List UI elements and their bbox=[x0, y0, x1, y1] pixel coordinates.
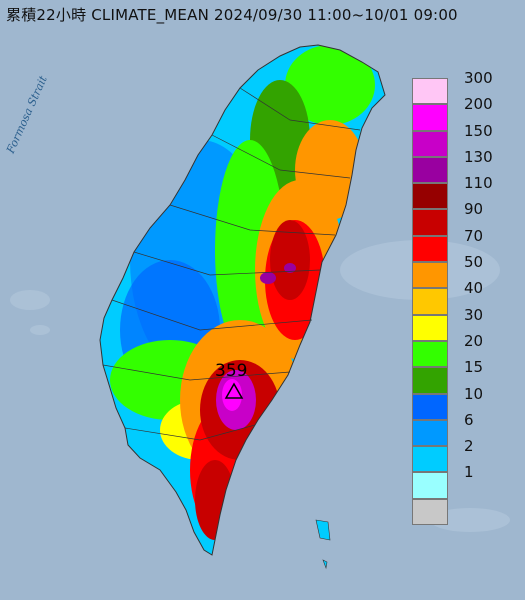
legend-swatch bbox=[412, 472, 448, 499]
legend-row: 90 bbox=[412, 200, 512, 236]
legend-row: 40 bbox=[412, 279, 512, 315]
legend-label: 40 bbox=[464, 279, 484, 298]
legend-row: 50 bbox=[412, 253, 512, 289]
legend-swatch bbox=[412, 130, 448, 157]
legend-row: 10 bbox=[412, 385, 512, 420]
legend-label: 6 bbox=[464, 410, 474, 429]
legend-row: 15 bbox=[412, 358, 512, 394]
legend-label: 70 bbox=[464, 226, 484, 245]
legend-row: 300 bbox=[412, 69, 512, 105]
legend-row: 30 bbox=[412, 306, 512, 341]
legend-swatch bbox=[412, 446, 448, 473]
legend-swatch bbox=[412, 314, 448, 341]
legend-row: 20 bbox=[412, 332, 512, 368]
legend-label: 200 bbox=[464, 95, 493, 114]
legend-label: 2 bbox=[464, 437, 474, 456]
legend-row: 130 bbox=[412, 148, 512, 184]
legend-swatch bbox=[412, 156, 448, 184]
legend-label: 90 bbox=[464, 200, 484, 219]
legend-label: 300 bbox=[464, 69, 493, 87]
legend-row: 6 bbox=[412, 411, 512, 447]
max-value: 359 bbox=[215, 361, 247, 381]
legend-swatch bbox=[412, 340, 448, 368]
legend-swatch bbox=[412, 419, 448, 447]
legend-row: 110 bbox=[412, 174, 512, 210]
legend-label: 10 bbox=[464, 384, 484, 403]
legend-row: 1 bbox=[412, 463, 512, 499]
legend-label: 50 bbox=[464, 253, 484, 272]
legend-label: 30 bbox=[464, 305, 484, 324]
legend-label: 15 bbox=[464, 358, 484, 377]
legend-label: 110 bbox=[464, 174, 493, 193]
rainfall-legend: 300 200 150 130 110 90 70 50 40 30 20 15 10 6 2 1 bbox=[412, 69, 512, 526]
legend-swatch bbox=[412, 235, 448, 263]
legend-swatch bbox=[412, 288, 448, 315]
map-title: 累積22小時 CLIMATE_MEAN 2024/09/30 11:00~10/… bbox=[6, 6, 458, 24]
legend-swatch bbox=[412, 393, 448, 420]
legend-label: 150 bbox=[464, 121, 493, 140]
legend-swatch bbox=[412, 104, 448, 131]
legend-swatch bbox=[412, 498, 448, 526]
legend-row: 200 bbox=[412, 95, 512, 131]
legend-row: 150 bbox=[412, 122, 512, 157]
legend-row: 2 bbox=[412, 437, 512, 473]
legend-swatch bbox=[412, 78, 448, 105]
max-rainfall-marker: 359 bbox=[215, 361, 247, 399]
legend-label: 1 bbox=[464, 463, 474, 482]
legend-swatch bbox=[412, 367, 448, 394]
legend-label: 130 bbox=[464, 147, 493, 166]
legend-swatch bbox=[412, 262, 448, 289]
offshore-islands bbox=[315, 519, 331, 570]
legend-swatch bbox=[412, 209, 448, 236]
max-triangle-icon bbox=[224, 382, 244, 399]
legend-label: 20 bbox=[464, 331, 484, 350]
coastline bbox=[99, 44, 386, 556]
county-borders bbox=[102, 87, 361, 441]
legend-row bbox=[412, 498, 512, 526]
legend-swatch bbox=[412, 183, 448, 210]
legend-row: 70 bbox=[412, 227, 512, 263]
